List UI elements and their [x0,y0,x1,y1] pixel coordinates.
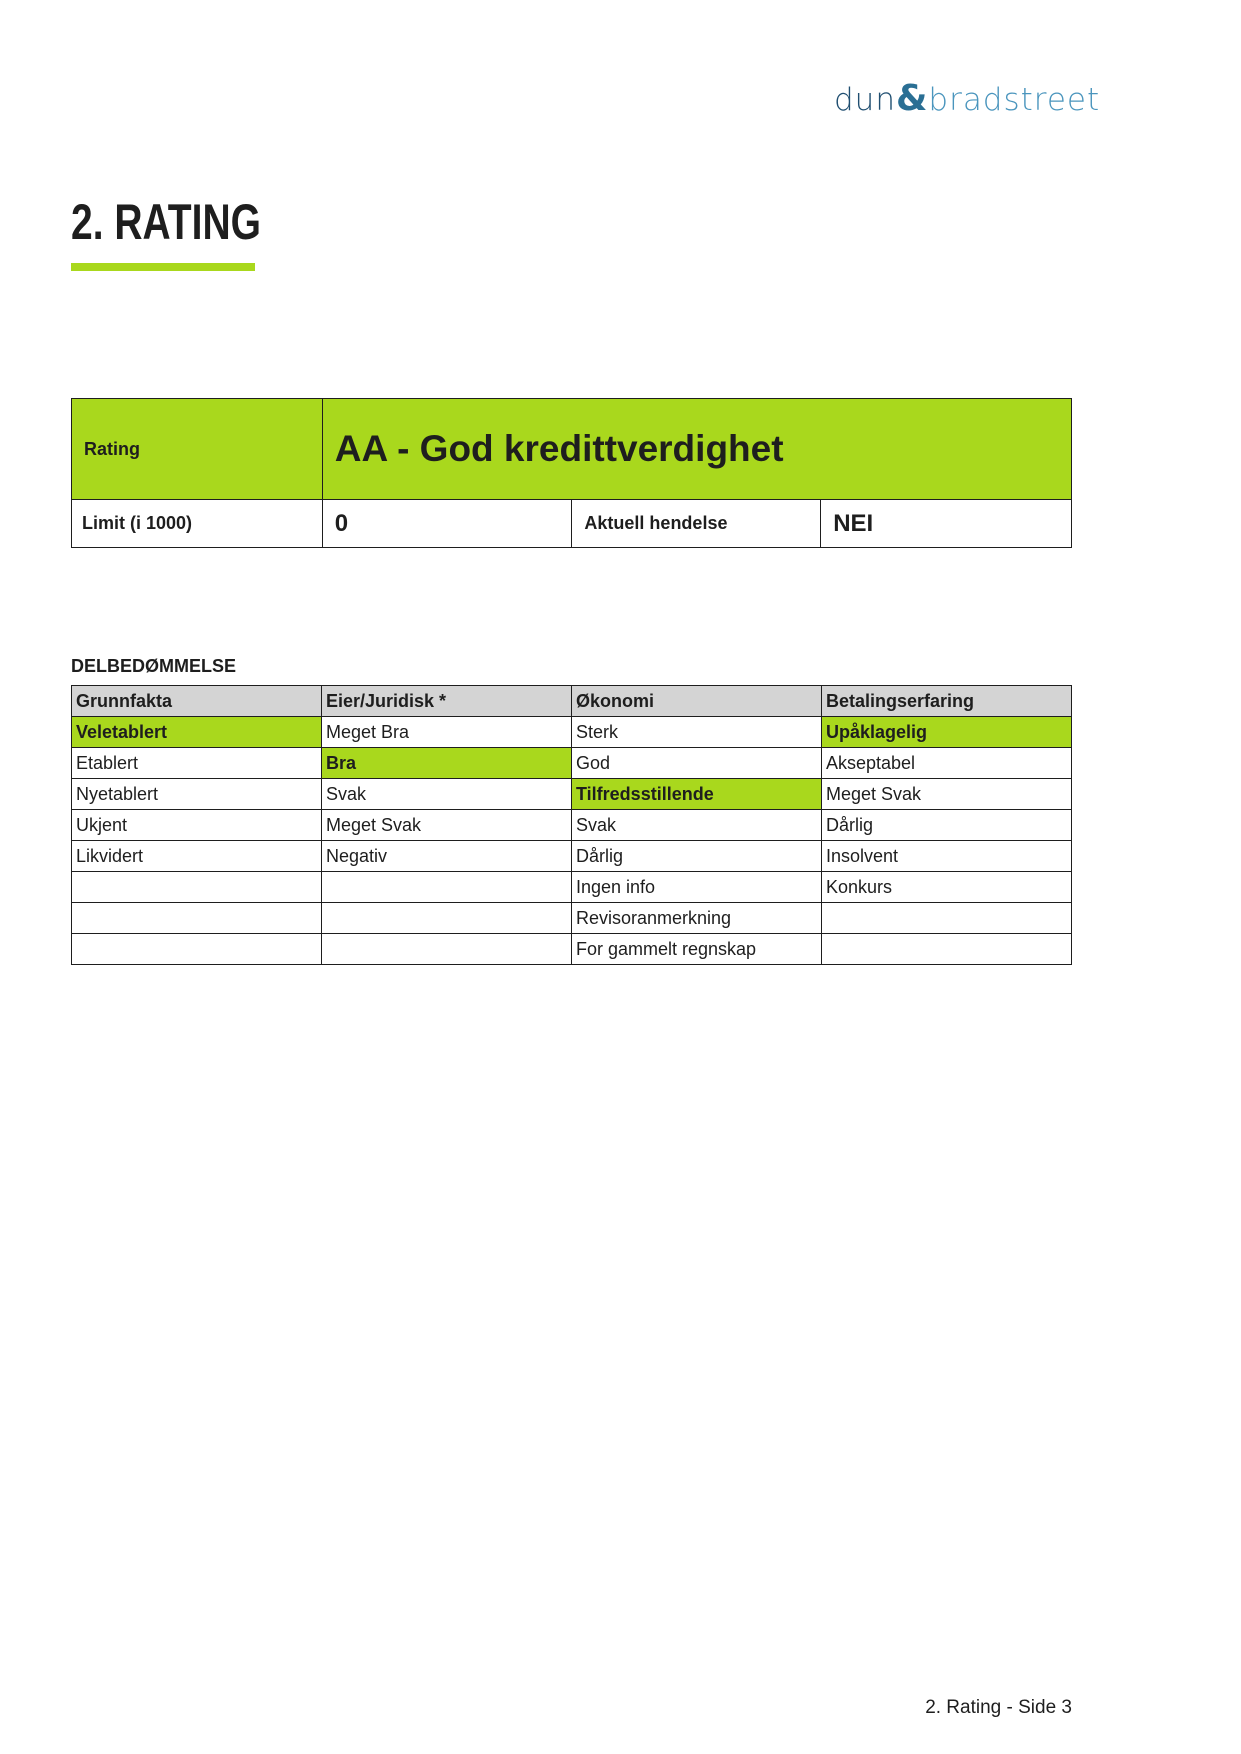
limit-value: 0 [321,499,573,548]
table-cell: Ingen info [571,871,822,903]
table-cell [321,871,572,903]
table-cell [321,933,572,965]
selected-cell: Veletablert [71,716,322,748]
table-cell: Ukjent [71,809,322,841]
table-row: Veletablert Meget Bra Sterk Upåklagelig [71,716,1072,748]
table-cell [71,902,322,934]
table-cell [71,933,322,965]
dun-bradstreet-logo: dun&bradstreet [834,78,1101,119]
table-cell [321,902,572,934]
table-cell: Negativ [321,840,572,872]
table-cell: Sterk [571,716,822,748]
table-cell: Revisoranmerkning [571,902,822,934]
page-footer: 2. Rating - Side 3 [925,1697,1072,1718]
rating-label: Rating [71,398,323,500]
selected-cell: Upåklagelig [821,716,1072,748]
table-cell: Dårlig [821,809,1072,841]
table-row: Likvidert Negativ Dårlig Insolvent [71,840,1072,872]
column-header: Betalingserfaring [821,685,1072,717]
column-header: Eier/Juridisk * [321,685,572,717]
selected-cell: Bra [321,747,572,779]
table-row: For gammelt regnskap [71,933,1072,965]
table-row: Nyetablert Svak Tilfredsstillende Meget Sva… [71,778,1072,810]
table-cell: Svak [571,809,822,841]
rating-value: AA - God kredittverdighet [321,398,1073,500]
limit-label: Limit (i 1000) [71,499,323,548]
table-cell: God [571,747,822,779]
table-cell [821,902,1072,934]
table-cell: Etablert [71,747,322,779]
table-cell [821,933,1072,965]
table-cell: Insolvent [821,840,1072,872]
table-cell [71,871,322,903]
selected-cell: Tilfredsstillende [571,778,822,810]
table-row: Ukjent Meget Svak Svak Dårlig [71,809,1072,841]
rating-table: Rating AA - God kredittverdighet Limit (… [71,398,1073,548]
table-row: Etablert Bra God Akseptabel [71,747,1072,779]
table-cell: Akseptabel [821,747,1072,779]
table-cell: Svak [321,778,572,810]
table-cell: Meget Svak [321,809,572,841]
subratings-heading: DELBEDØMMELSE [71,656,237,676]
page-title: 2. RATING [71,194,261,250]
table-cell: Meget Bra [321,716,572,748]
column-header: Økonomi [571,685,822,717]
table-cell: Konkurs [821,871,1072,903]
event-value: NEI [820,499,1072,548]
table-cell: Dårlig [571,840,822,872]
table-cell: For gammelt regnskap [571,933,822,965]
table-row: Ingen info Konkurs [71,871,1072,903]
title-underline [71,263,255,271]
table-cell: Likvidert [71,840,322,872]
table-row: Revisoranmerkning [71,902,1072,934]
subratings-table: Grunnfakta Eier/Juridisk * Økonomi Betaling… [71,685,1072,965]
column-header: Grunnfakta [71,685,322,717]
table-cell: Nyetablert [71,778,322,810]
table-cell: Meget Svak [821,778,1072,810]
event-label: Aktuell hendelse [571,499,822,548]
